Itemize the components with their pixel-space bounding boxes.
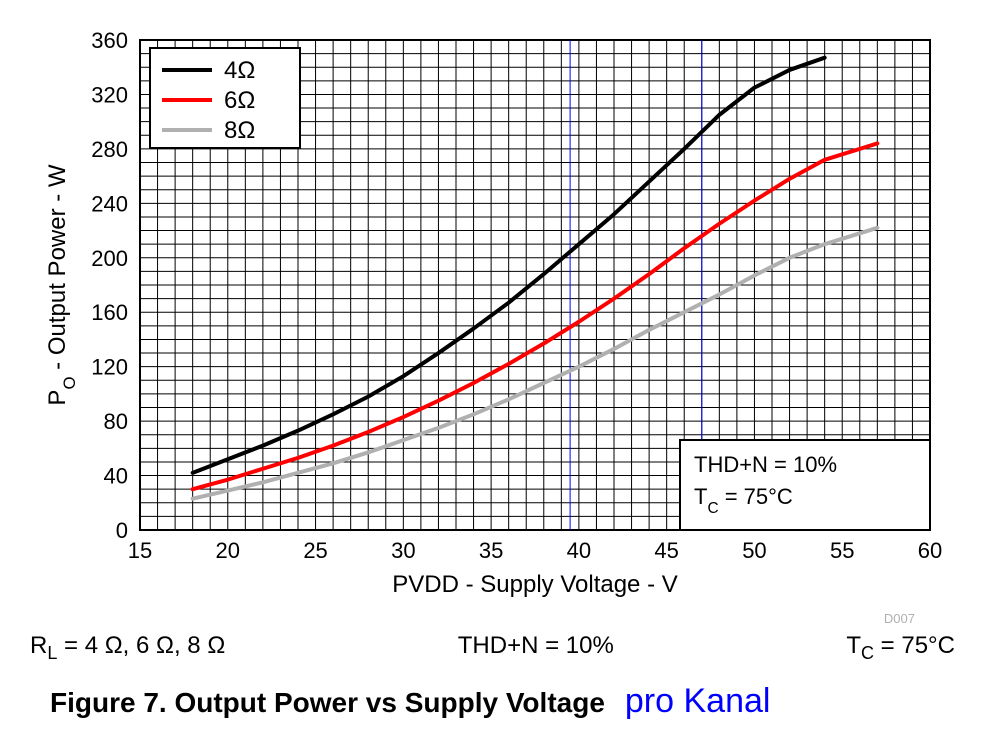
note-thd: THD+N = 10% — [458, 632, 614, 664]
svg-text:55: 55 — [830, 538, 854, 563]
svg-text:35: 35 — [479, 538, 503, 563]
svg-text:50: 50 — [742, 538, 766, 563]
output-power-chart: 15 20 25 30 35 40 45 50 55 60 PVDD - Supply Voltag… — [20, 20, 965, 610]
svg-text:320: 320 — [91, 82, 128, 107]
svg-text:8Ω: 8Ω — [224, 117, 255, 144]
note-tc: TC = 75°C — [846, 632, 955, 664]
svg-text:200: 200 — [91, 246, 128, 271]
svg-text:280: 280 — [91, 137, 128, 162]
note-rl: RL = 4 Ω, 6 Ω, 8 Ω — [30, 632, 225, 664]
svg-text:4Ω: 4Ω — [224, 57, 255, 84]
figure-title: Figure 7. Output Power vs Supply Voltage — [50, 687, 605, 719]
svg-text:15: 15 — [128, 538, 152, 563]
svg-text:20: 20 — [216, 538, 240, 563]
chart-container: 15 20 25 30 35 40 45 50 55 60 PVDD - Supply Voltag… — [20, 20, 965, 615]
svg-text:PVDD - Supply Voltage - V: PVDD - Supply Voltage - V — [392, 571, 677, 598]
svg-text:40: 40 — [567, 538, 591, 563]
svg-text:60: 60 — [918, 538, 942, 563]
svg-text:25: 25 — [303, 538, 327, 563]
figure-title-row: Figure 7. Output Power vs Supply Voltage… — [20, 682, 965, 721]
annotation-pro-kanal: pro Kanal — [625, 682, 771, 721]
svg-text:360: 360 — [91, 28, 128, 53]
svg-text:120: 120 — [91, 355, 128, 380]
svg-text:80: 80 — [104, 409, 128, 434]
svg-text:6Ω: 6Ω — [224, 87, 255, 114]
svg-text:160: 160 — [91, 300, 128, 325]
svg-text:30: 30 — [391, 538, 415, 563]
svg-text:40: 40 — [104, 464, 128, 489]
svg-text:0: 0 — [116, 518, 128, 543]
svg-text:THD+N = 10%: THD+N = 10% — [694, 452, 837, 477]
svg-text:240: 240 — [91, 191, 128, 216]
conditions-row: RL = 4 Ω, 6 Ω, 8 Ω THD+N = 10% TC = 75°C — [20, 632, 965, 664]
svg-text:45: 45 — [654, 538, 678, 563]
